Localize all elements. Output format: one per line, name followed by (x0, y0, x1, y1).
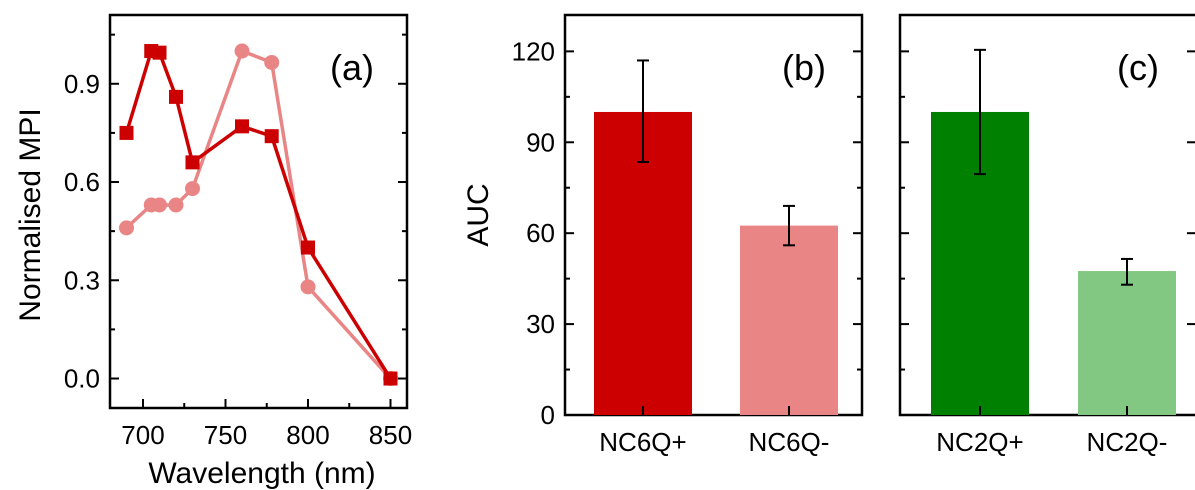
panel-c: NC2Q+ NC2Q- (c) (898, 13, 1195, 457)
data-point-circle (264, 54, 280, 70)
x-tick-label-a: 750 (204, 420, 247, 450)
y-tick-label: 0 (541, 400, 555, 430)
y-tick-label-a: 0.0 (64, 364, 100, 394)
x-tick-label-a: 700 (121, 420, 164, 450)
data-point-square (152, 45, 167, 60)
y-axis-title-a: Normalised MPI (14, 108, 47, 321)
data-point-circle (185, 181, 200, 197)
data-point-circle (119, 220, 134, 236)
plot-frame-a (108, 13, 409, 410)
x-tick-label: NC2Q+ (936, 427, 1023, 457)
bar-nc6qminus (740, 225, 838, 415)
data-point-square (301, 240, 315, 255)
plot-frame-c (898, 13, 1195, 417)
bar-nc2qminus (1078, 271, 1176, 415)
y-axis-title-b: AUC (462, 183, 495, 246)
x-tick-label: NC6Q- (749, 427, 830, 457)
x-tick-label: NC6Q+ (599, 427, 686, 457)
data-point-square (235, 119, 249, 134)
x-tick-label: NC2Q- (1087, 427, 1168, 457)
panel-b: 0 30 60 90 120 NC6Q+ NC6Q- (b) AUC (462, 13, 864, 457)
data-point-circle (234, 43, 250, 59)
series-line-square (124, 48, 392, 380)
y-tick-label: 30 (526, 309, 555, 339)
y-tick-label: 120 (512, 36, 555, 66)
x-tick-label-a: 850 (369, 420, 412, 450)
series-line-circle (125, 48, 392, 380)
data-point-circle (152, 197, 167, 213)
plot-frame-b (563, 13, 864, 417)
x-tick-label-a: 800 (286, 420, 329, 450)
panel-label-a: (a) (330, 47, 374, 88)
y-tick-label-a: 0.9 (64, 69, 100, 99)
panel-label-b: (b) (782, 47, 826, 88)
data-point-square (264, 129, 279, 144)
panel-label-c: (c) (1117, 47, 1159, 88)
y-tick-label-a: 0.3 (64, 265, 100, 295)
y-tick-label-a: 0.6 (64, 167, 100, 197)
data-point-square (169, 89, 183, 104)
data-point-square (383, 371, 398, 386)
x-axis-title-a: Wavelength (nm) (148, 457, 375, 490)
y-tick-label: 60 (526, 218, 555, 248)
data-point-circle (168, 197, 184, 213)
panel-a: 700 750 800 850 0.0 0.3 0.6 0.9 (a) Wavelength… (14, 13, 412, 490)
data-point-square (119, 125, 134, 140)
data-point-square (185, 155, 200, 170)
data-point-circle (300, 279, 316, 295)
y-tick-label: 90 (526, 127, 555, 157)
